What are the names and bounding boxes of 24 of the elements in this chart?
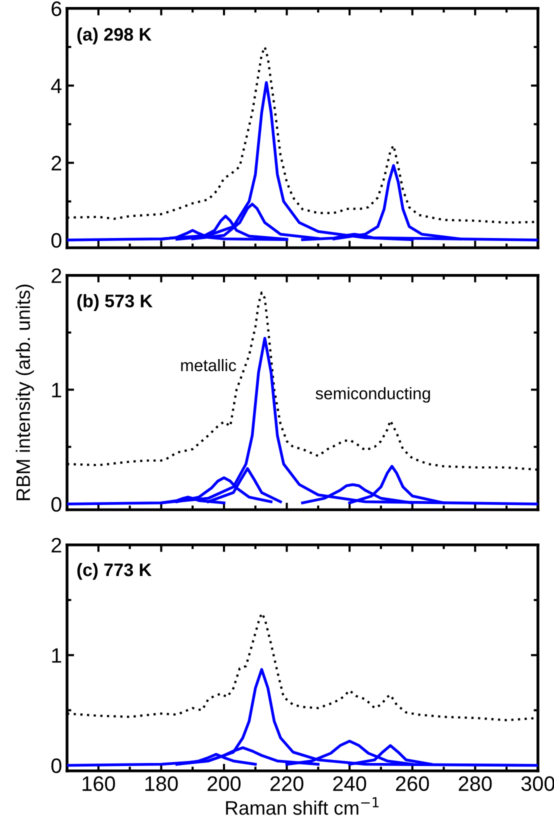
y-tick-label: 0 xyxy=(51,233,62,248)
x-tick-label: 180 xyxy=(145,776,178,792)
x-tick-label: 200 xyxy=(208,776,241,792)
annotation: metallic xyxy=(181,359,236,372)
y-tick-label: 2 xyxy=(52,538,62,552)
text: (b) 573 K xyxy=(77,294,153,311)
annotation: semiconducting xyxy=(316,387,430,403)
y-tick-label: 2 xyxy=(52,268,62,283)
y-tick-label: 2 xyxy=(52,156,62,170)
x-tick-label: 240 xyxy=(333,776,366,792)
x-tick-label: 280 xyxy=(458,776,492,792)
y-axis-title: RBM intensity (arb. units) xyxy=(16,284,34,500)
x-tick-label: 160 xyxy=(82,776,115,792)
x-axis-title: Raman shift cm$^{−1}$ xyxy=(226,797,379,815)
x-tick-label: 260 xyxy=(396,776,429,792)
y-tick-label: 1 xyxy=(52,648,62,663)
text: (a) 298 K xyxy=(77,28,152,44)
x-tick-label: 220 xyxy=(270,776,304,792)
y-tick-label: 4 xyxy=(51,78,62,94)
text: (c) 773 K xyxy=(77,562,152,580)
y-tick-label: 6 xyxy=(52,1,62,16)
y-tick-label: 1 xyxy=(52,382,62,398)
y-tick-label: 0 xyxy=(51,758,62,774)
y-tick-label: 0 xyxy=(51,497,62,512)
